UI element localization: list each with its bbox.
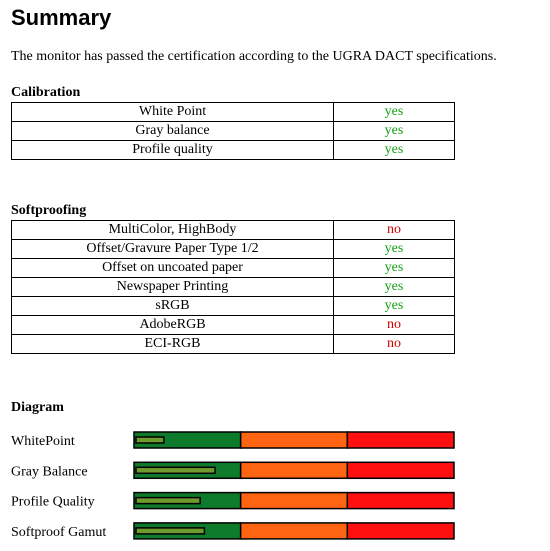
row: Newspaper Printing yes <box>11 277 455 297</box>
title: Summary <box>11 5 112 30</box>
zone <box>346 491 455 510</box>
zone <box>346 522 455 540</box>
label-cell: sRGB <box>11 296 334 316</box>
section-heading: Calibration <box>11 85 81 100</box>
label-cell: Offset on uncoated paper <box>11 258 334 278</box>
label-cell: Offset/Gravure Paper Type 1/2 <box>11 239 334 259</box>
status-cell: yes <box>333 277 455 297</box>
row: sRGB yes <box>11 296 455 316</box>
indicator-bar <box>135 436 165 444</box>
status-cell: yes <box>333 102 455 122</box>
zone <box>239 461 349 480</box>
zone <box>239 431 349 449</box>
label-cell: Gray balance <box>11 121 334 141</box>
indicator-bar <box>135 466 216 475</box>
status-cell: yes <box>333 296 455 316</box>
row: MultiColor, HighBody no <box>11 220 455 240</box>
row: White Point yes <box>11 102 455 122</box>
intro: The monitor has passed the certification… <box>11 49 497 64</box>
zone <box>239 522 349 540</box>
section-heading: Softproofing <box>11 203 87 218</box>
table: White Point yes Gray balance yes Profile qua… <box>11 102 455 160</box>
row-label: Profile Quality <box>11 495 95 510</box>
label-cell: AdobeRGB <box>11 315 334 335</box>
label-cell: Profile quality <box>11 140 334 160</box>
indicator-bar <box>135 527 206 535</box>
label-cell: MultiColor, HighBody <box>11 220 334 240</box>
zone <box>346 431 455 449</box>
status-cell: no <box>333 334 455 354</box>
row-label: Softproof Gamut <box>11 525 106 540</box>
status-cell: yes <box>333 121 455 141</box>
row-label: Gray Balance <box>11 464 88 479</box>
zone <box>346 461 455 480</box>
row: Offset on uncoated paper yes <box>11 258 455 278</box>
status-cell: no <box>333 315 455 335</box>
status-cell: yes <box>333 258 455 278</box>
status-cell: no <box>333 220 455 240</box>
row: ECI-RGB no <box>11 334 455 354</box>
zone <box>239 491 349 510</box>
row: AdobeRGB no <box>11 315 455 335</box>
label-cell: Newspaper Printing <box>11 277 334 297</box>
status-cell: yes <box>333 140 455 160</box>
row: Offset/Gravure Paper Type 1/2 yes <box>11 239 455 259</box>
diagram: WhitePoint Gray Balance Profile Quality Sof… <box>11 431 455 540</box>
label-cell: ECI-RGB <box>11 334 334 354</box>
table: MultiColor, HighBody no Offset/Gravure Pap… <box>11 220 455 354</box>
row: Profile quality yes <box>11 140 455 160</box>
row: Gray balance yes <box>11 121 455 141</box>
section-heading: Diagram <box>11 400 64 415</box>
row-label: WhitePoint <box>11 434 75 449</box>
status-cell: yes <box>333 239 455 259</box>
label-cell: White Point <box>11 102 334 122</box>
indicator-bar <box>135 496 201 505</box>
